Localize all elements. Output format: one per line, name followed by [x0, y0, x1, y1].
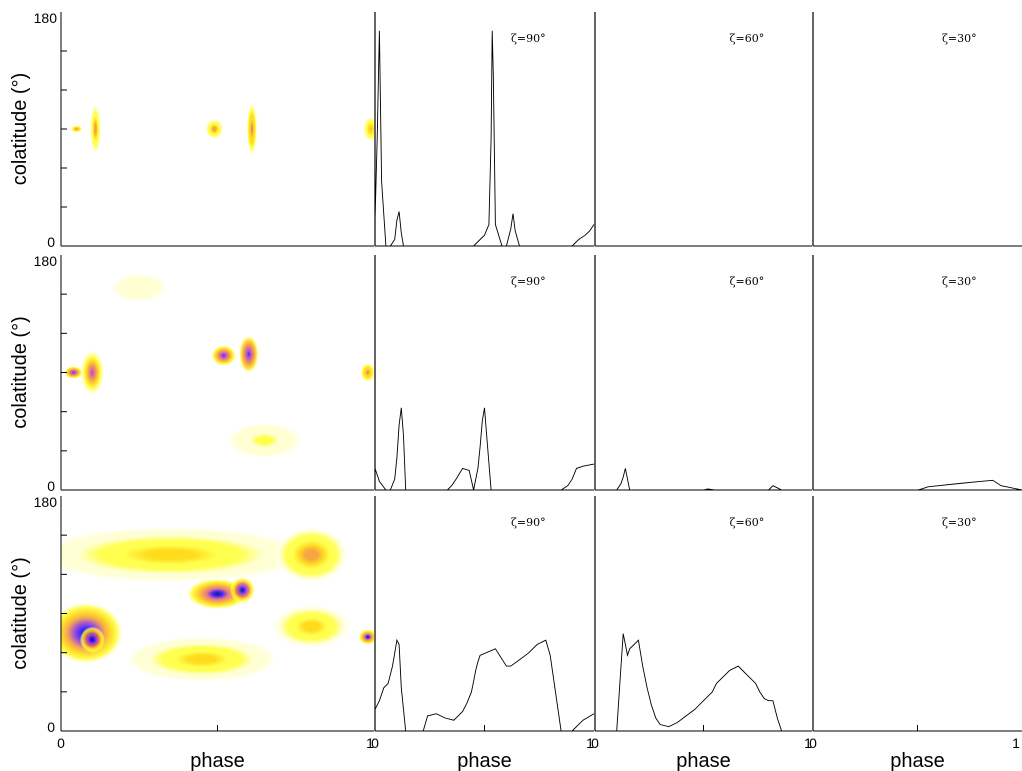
- map-blob: [123, 635, 281, 683]
- map-y-ticklabel: 0: [47, 478, 55, 494]
- x-axis-col-2: 0 1 phase: [371, 725, 594, 771]
- x-ticklabel-1: 1: [804, 735, 812, 751]
- x-ticklabel-1: 1: [586, 735, 594, 751]
- map-panel-row-2: 0 180 colatitude (°): [9, 253, 374, 494]
- x-axis-label: phase: [676, 750, 731, 771]
- profile-panel-r1-c2: ζ=90°: [374, 12, 595, 247]
- profile-zeta-label: ζ=30°: [942, 32, 977, 45]
- profile-zeta-label: ζ=30°: [942, 275, 977, 288]
- profile-panel-r3-c3: ζ=60°: [594, 496, 812, 732]
- map-blob: [79, 626, 105, 653]
- map-blob: [246, 100, 258, 158]
- profile-zeta-label: ζ=90°: [511, 32, 546, 45]
- map-blob: [363, 116, 374, 142]
- x-axis-label: phase: [190, 750, 245, 771]
- map-blob: [79, 349, 105, 396]
- profile-zeta-label: ζ=60°: [730, 32, 765, 45]
- profile-panel-r1-c3: ζ=60°: [594, 12, 812, 247]
- profile-curve: [374, 30, 595, 247]
- map-blobs: [70, 100, 374, 158]
- map-blob: [204, 118, 224, 140]
- profile-panel-r3-c4: ζ=30°: [812, 496, 1022, 732]
- map-blob: [89, 103, 102, 155]
- profile-zeta-label: ζ=90°: [511, 275, 546, 288]
- x-ticklabel-0: 0: [371, 735, 379, 751]
- profile-panel-r2-c3: ζ=60°: [594, 255, 812, 491]
- profile-panel-r3-c2: ζ=90°: [374, 496, 595, 732]
- map-blob: [359, 362, 374, 383]
- x-axis-label: phase: [457, 750, 512, 771]
- x-ticklabel-1: 1: [366, 735, 374, 751]
- x-ticklabel-1: 1: [1012, 735, 1020, 751]
- map-blob: [211, 345, 237, 366]
- profile-curve: [374, 638, 595, 732]
- x-ticklabel-0: 0: [57, 735, 65, 751]
- x-axis-col-3: 0 1 phase: [591, 725, 812, 771]
- map-blob: [230, 576, 256, 604]
- profile-panel-r1-c4: ζ=30°: [812, 12, 1022, 247]
- map-ylabel: colatitude (°): [9, 73, 31, 186]
- x-ticklabel-0: 0: [591, 735, 599, 751]
- map-y-ticklabel: 0: [47, 234, 55, 250]
- profile-panel-r2-c4: ζ=30°: [812, 255, 1022, 491]
- map-blob: [64, 365, 83, 380]
- map-blob: [98, 266, 180, 309]
- map-blobs: [61, 526, 374, 683]
- profile-curve: [595, 468, 812, 491]
- map-blob: [220, 419, 309, 462]
- map-blob: [273, 526, 349, 584]
- map-blob: [237, 333, 260, 376]
- map-ylabel: colatitude (°): [9, 316, 31, 429]
- map-ylabel: colatitude (°): [9, 557, 31, 670]
- map-blob: [70, 125, 83, 133]
- map-blob: [61, 526, 312, 584]
- map-y-ticklabel: 180: [34, 253, 58, 269]
- x-axis-col-1: 0 1 phase: [57, 725, 374, 771]
- map-panel-row-1: 0 180 colatitude (°): [9, 10, 374, 250]
- map-blobs: [64, 266, 374, 462]
- x-ticklabel-0: 0: [809, 735, 817, 751]
- profile-zeta-label: ζ=90°: [511, 516, 546, 529]
- map-blob: [264, 600, 359, 653]
- map-y-ticklabel: 180: [34, 10, 58, 26]
- map-panel-row-3: 0 180 colatitude (°): [9, 494, 374, 735]
- profile-zeta-label: ζ=60°: [730, 275, 765, 288]
- profile-curve: [374, 407, 595, 491]
- x-axis-label: phase: [890, 750, 945, 771]
- profile-panel-r2-c2: ζ=90°: [374, 255, 595, 491]
- map-blob: [358, 629, 374, 645]
- profile-zeta-label: ζ=60°: [730, 516, 765, 529]
- profile-curve: [813, 479, 1022, 491]
- map-y-ticklabel: 180: [34, 494, 58, 510]
- profile-curve: [595, 633, 812, 732]
- x-axis-col-4: 0 1 phase: [809, 725, 1020, 771]
- map-y-ticklabel: 0: [47, 719, 55, 735]
- profile-zeta-label: ζ=30°: [942, 516, 977, 529]
